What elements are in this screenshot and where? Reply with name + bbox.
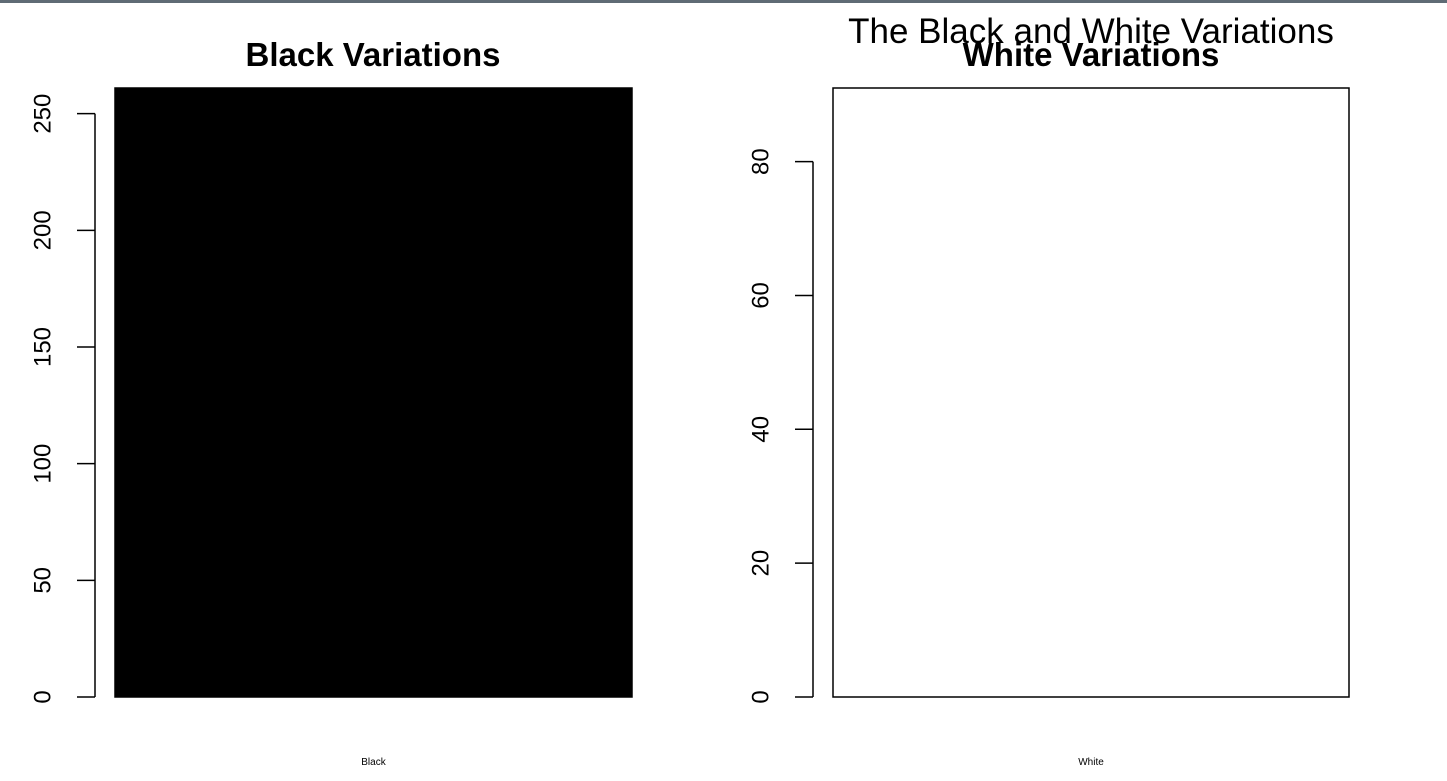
window-top-border	[0, 0, 1447, 3]
black-chart-category-label: Black	[361, 757, 386, 768]
black-chart-y-tick-label: 200	[30, 210, 57, 250]
white-chart-title: White Variations	[963, 36, 1220, 73]
black-chart-y-tick-label: 0	[30, 690, 57, 703]
white-chart-y-tick-label: 60	[748, 282, 775, 309]
white-chart-y-tick-label: 0	[748, 690, 775, 703]
white-chart-category-label: White	[1078, 757, 1104, 768]
white-chart-bar-white	[832, 87, 1350, 698]
white-chart-y-tick-label: 20	[748, 550, 775, 577]
white-chart-y-tick-label: 40	[748, 416, 775, 443]
black-chart-bar-black	[114, 87, 633, 698]
overall-figure-title: The Black and White Variations	[848, 12, 1334, 51]
black-chart-y-tick-label: 150	[30, 327, 57, 367]
black-chart-y-tick-label: 100	[30, 444, 57, 484]
black-chart-y-tick-label: 250	[30, 94, 57, 134]
white-chart-y-tick-label: 80	[748, 148, 775, 175]
black-chart-title: Black Variations	[246, 36, 501, 73]
black-chart-y-tick-label: 50	[30, 567, 57, 594]
